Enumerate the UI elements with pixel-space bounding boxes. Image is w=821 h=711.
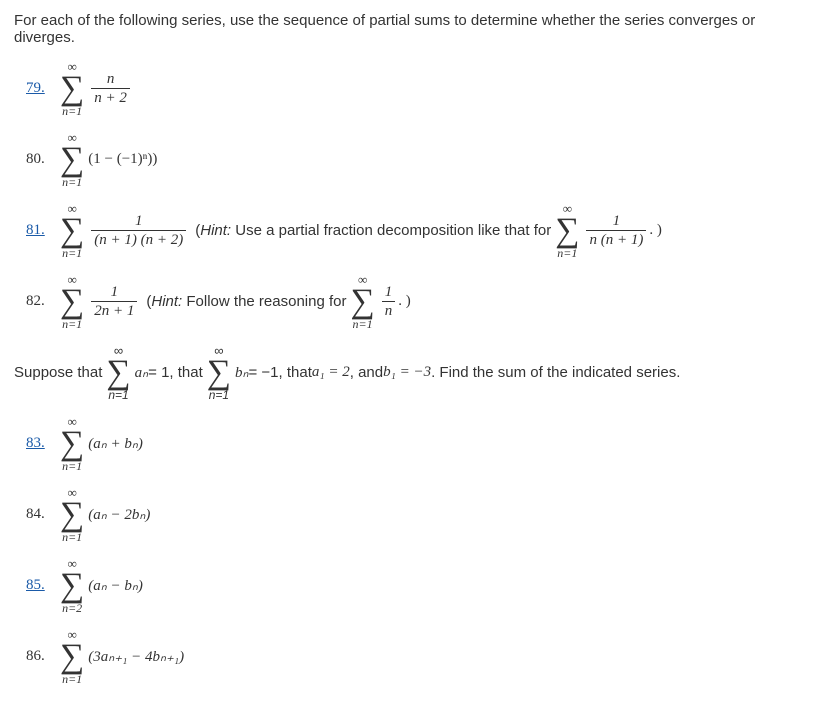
sigma-notation: ∞ ∑ n=1 bbox=[555, 202, 579, 259]
hint-text: (Hint: Follow the reasoning for bbox=[146, 293, 346, 310]
problem-85: 85. ∞ ∑ n=2 (aₙ − bₙ) bbox=[26, 557, 807, 614]
sigma-notation: ∞ ∑ n=2 bbox=[60, 557, 84, 614]
sigma-notation: ∞ ∑ n=1 bbox=[60, 415, 84, 472]
series-body: (aₙ − 2bₙ) bbox=[88, 505, 150, 524]
problem-number-link[interactable]: 83. bbox=[26, 435, 56, 452]
hint-tail: . ) bbox=[649, 222, 662, 239]
fraction: 1 n bbox=[382, 284, 396, 320]
fraction: 1 2n + 1 bbox=[91, 284, 137, 320]
sigma-notation: ∞ ∑ n=1 bbox=[60, 628, 84, 685]
problem-number: 80. bbox=[26, 151, 56, 168]
sigma-notation: ∞ ∑ n=1 bbox=[60, 486, 84, 543]
sigma-notation: ∞ ∑ n=1 bbox=[60, 273, 84, 330]
series-body: (1 − (−1)ⁿ)) bbox=[88, 151, 157, 168]
sigma-notation: ∞ ∑ n=1 bbox=[350, 273, 374, 330]
suppose-statement: Suppose that ∞ ∑ n=1 aₙ = 1, that ∞ ∑ n=… bbox=[14, 344, 807, 401]
problem-86: 86. ∞ ∑ n=1 (3aₙ₊₁ − 4bₙ₊₁) bbox=[26, 628, 807, 685]
series-body: (aₙ + bₙ) bbox=[88, 434, 143, 453]
problem-83: 83. ∞ ∑ n=1 (aₙ + bₙ) bbox=[26, 415, 807, 472]
problem-80: 80. ∞ ∑ n=1 (1 − (−1)ⁿ)) bbox=[26, 131, 807, 188]
problem-number-link[interactable]: 85. bbox=[26, 577, 56, 594]
sigma-notation: ∞ ∑ n=1 bbox=[207, 344, 231, 401]
problem-81: 81. ∞ ∑ n=1 1 (n + 1) (n + 2) (Hint: Use… bbox=[26, 202, 807, 259]
problem-number: 84. bbox=[26, 506, 56, 523]
sigma-notation: ∞ ∑ n=1 bbox=[60, 202, 84, 259]
problem-82: 82. ∞ ∑ n=1 1 2n + 1 (Hint: Follow the r… bbox=[26, 273, 807, 330]
sigma-notation: ∞ ∑ n=1 bbox=[60, 60, 84, 117]
sigma-notation: ∞ ∑ n=1 bbox=[106, 344, 130, 401]
sigma-notation: ∞ ∑ n=1 bbox=[60, 131, 84, 188]
series-body: (aₙ − bₙ) bbox=[88, 576, 143, 595]
problem-84: 84. ∞ ∑ n=1 (aₙ − 2bₙ) bbox=[26, 486, 807, 543]
problem-number-link[interactable]: 81. bbox=[26, 222, 56, 239]
series-body: (3aₙ₊₁ − 4bₙ₊₁) bbox=[88, 647, 184, 666]
fraction: n n + 2 bbox=[91, 71, 130, 107]
problem-79: 79. ∞ ∑ n=1 n n + 2 bbox=[26, 60, 807, 117]
hint-tail: . ) bbox=[398, 293, 411, 310]
problem-number-link[interactable]: 79. bbox=[26, 80, 56, 97]
problem-number: 86. bbox=[26, 648, 56, 665]
fraction: 1 n (n + 1) bbox=[586, 213, 646, 249]
hint-text: (Hint: Use a partial fraction decomposit… bbox=[195, 222, 551, 239]
instruction-text: For each of the following series, use th… bbox=[14, 12, 807, 46]
problem-number: 82. bbox=[26, 293, 56, 310]
fraction: 1 (n + 1) (n + 2) bbox=[91, 213, 186, 249]
